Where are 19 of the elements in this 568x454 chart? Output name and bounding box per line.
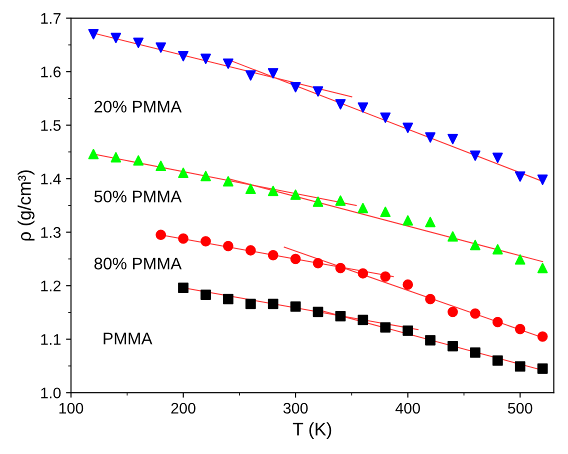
annotation: 20% PMMA <box>94 100 182 113</box>
x-tick-label: 300 <box>283 402 308 414</box>
y-tick-label: 1.2 <box>41 280 61 292</box>
x-axis-title: T (K) <box>292 422 332 440</box>
annotation: 80% PMMA <box>94 258 182 270</box>
x-tick-label: 400 <box>395 402 420 414</box>
annotation: PMMA <box>104 332 152 344</box>
y-tick-label: 1.0 <box>41 388 61 398</box>
x-tick-label: 200 <box>171 402 196 414</box>
y-axis-title: ρ (g/cm³) <box>18 170 34 240</box>
y-tick-label: 1.3 <box>41 227 61 238</box>
y-tick-label: 1.6 <box>41 66 61 78</box>
y-tick-label: 1.5 <box>41 120 61 131</box>
x-tick-label: 100 <box>59 402 84 414</box>
y-tick-label: 1.1 <box>41 334 61 345</box>
y-tick-label: 1.7 <box>41 13 61 24</box>
y-tick-label: 1.4 <box>41 174 61 184</box>
x-tick-label: 500 <box>508 402 532 414</box>
annotation: 50% PMMA <box>94 190 182 202</box>
